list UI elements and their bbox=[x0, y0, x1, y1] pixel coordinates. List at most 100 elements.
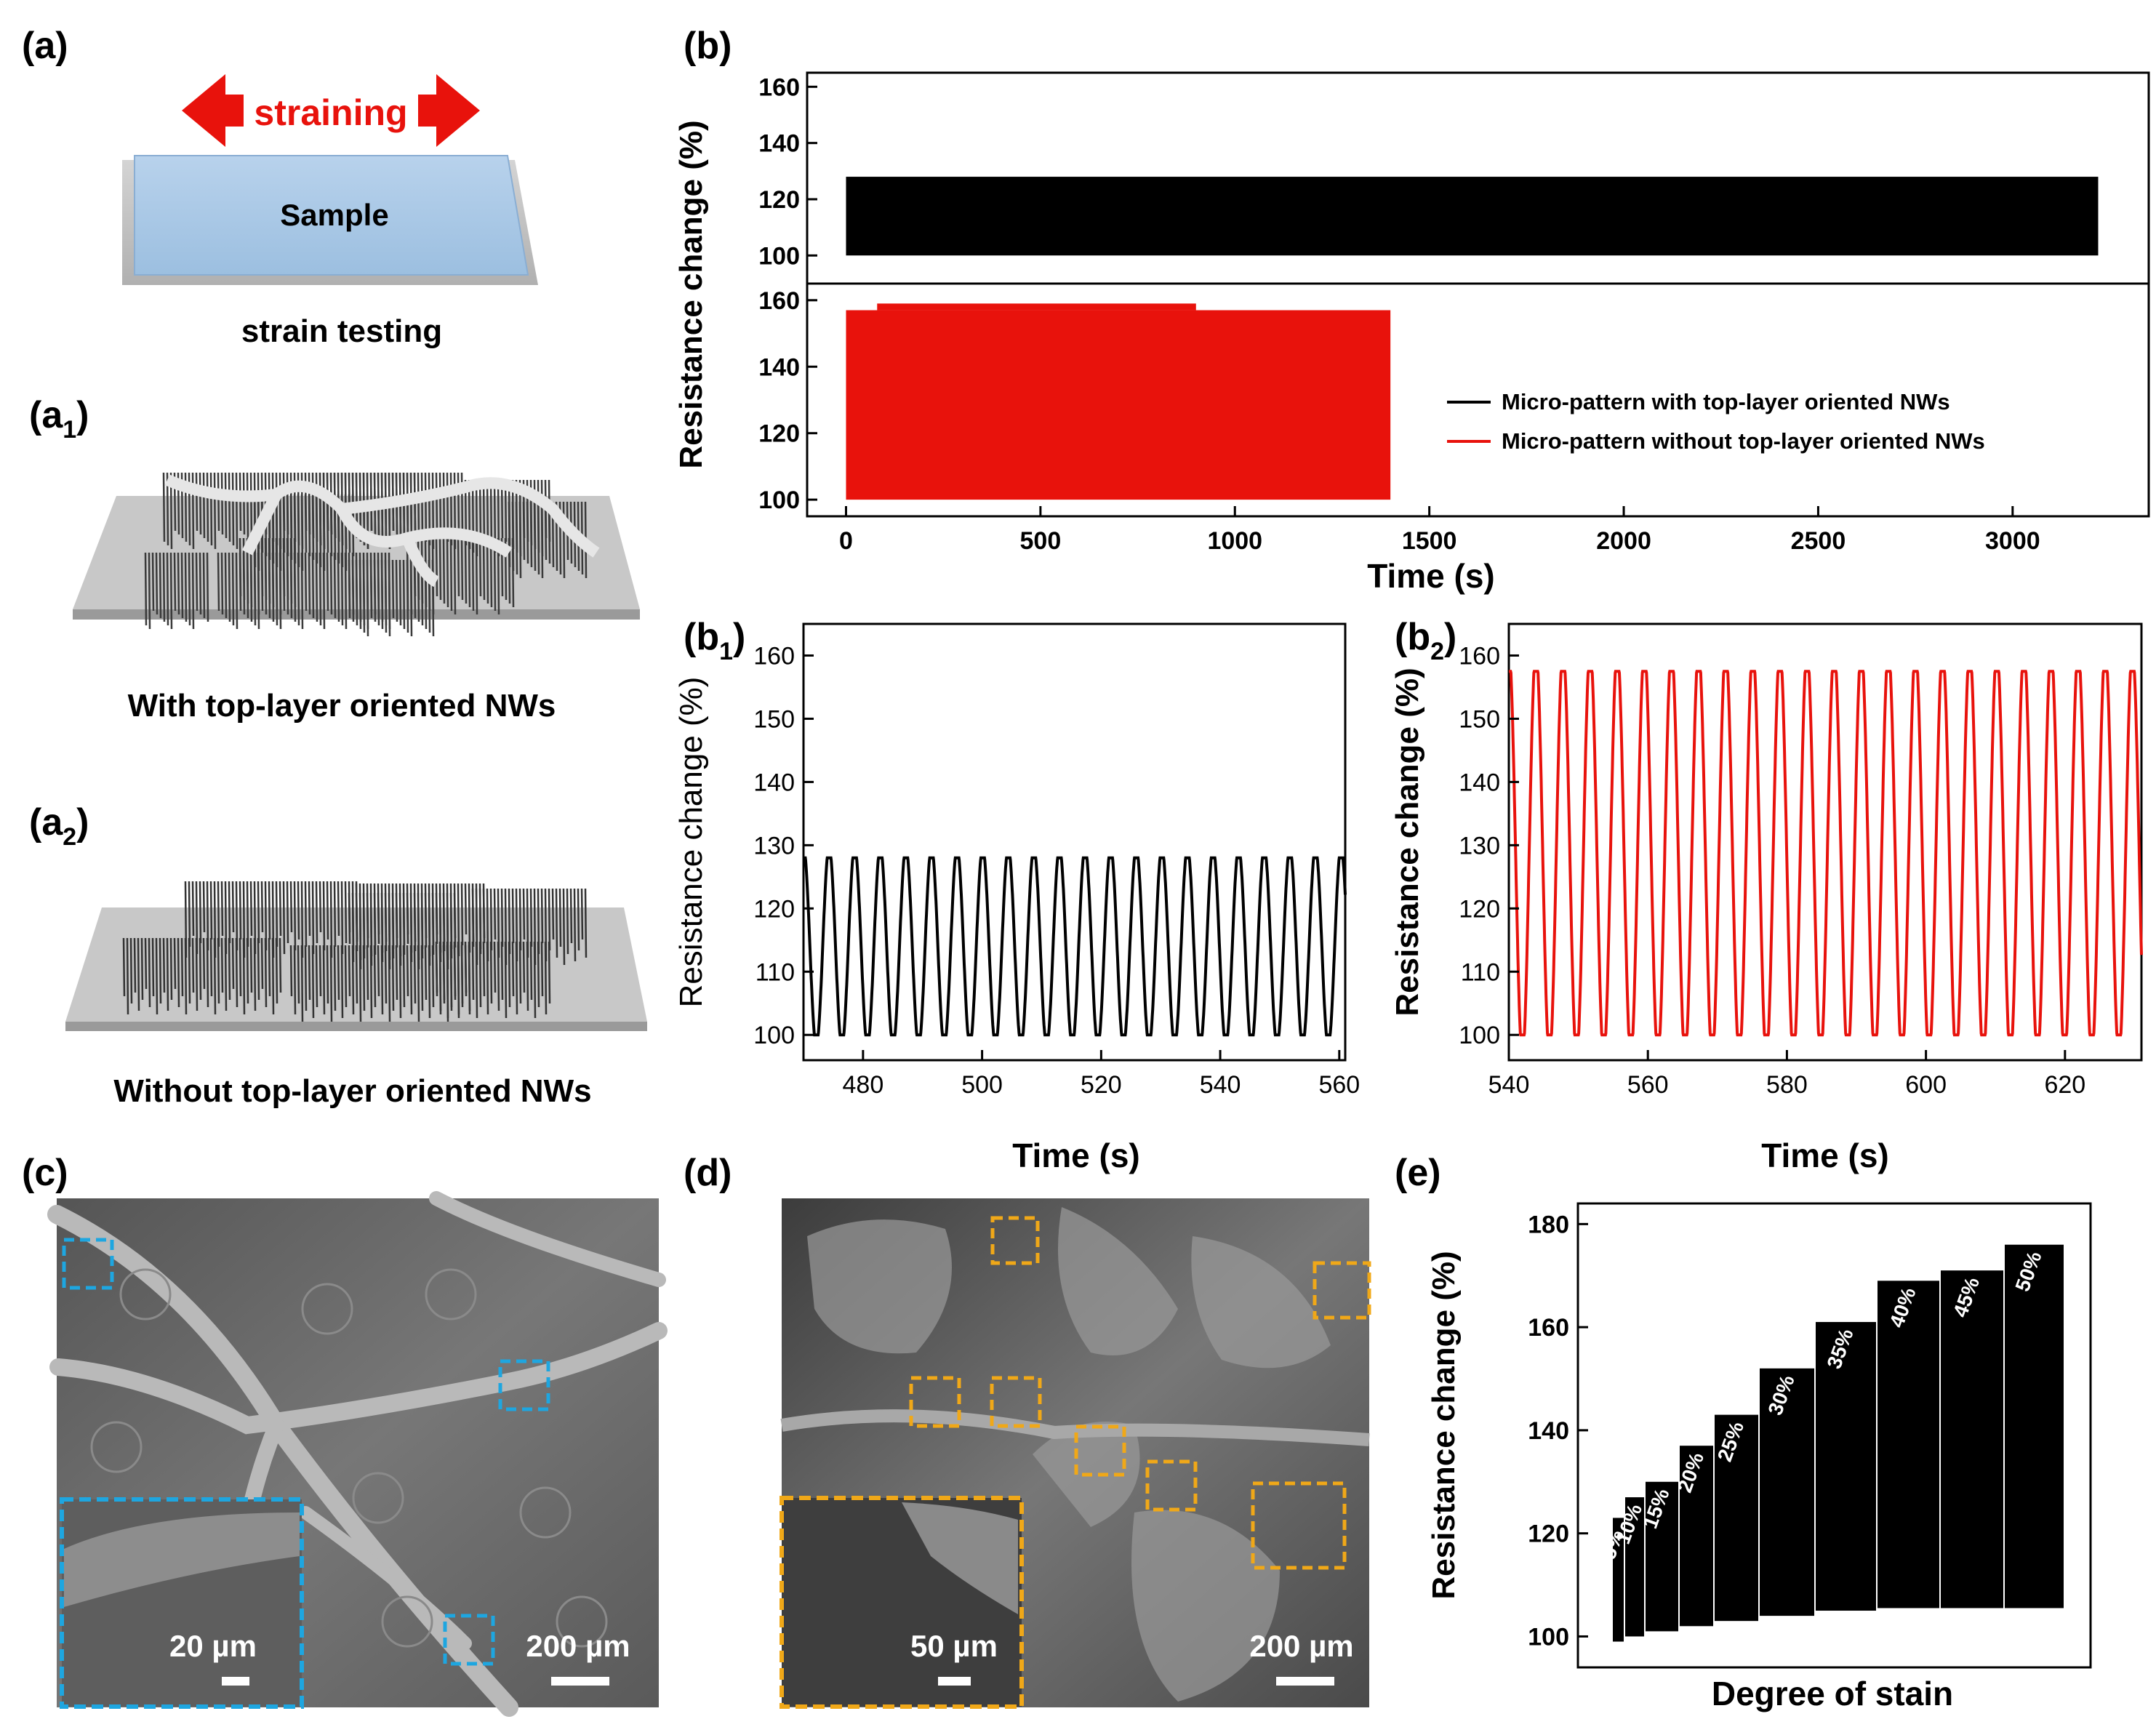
panel-b2-frame bbox=[1507, 622, 2143, 1062]
panel-b1-ylabel: Resistance change (%) bbox=[673, 677, 709, 1008]
panel-c: (c) 20 µm 200 µm bbox=[22, 1152, 668, 1717]
b-top-ytick-label: 120 bbox=[758, 186, 800, 214]
d-scale-text: 200 µm bbox=[1249, 1629, 1353, 1663]
sem-d-lobe bbox=[807, 1219, 952, 1354]
b2-xtick-label: 600 bbox=[1905, 1071, 1947, 1099]
b2-xtick-label: 560 bbox=[1627, 1071, 1669, 1099]
panel-b2: (b2) 100 110 120 130 140 150 160 540 560 580 600 62… bbox=[1390, 616, 2143, 1174]
sem-c-vein bbox=[299, 1506, 472, 1650]
e-bar bbox=[1941, 1270, 2003, 1608]
sem-d-texture bbox=[780, 1207, 1370, 1702]
panel-b1-label: (b1) bbox=[684, 616, 745, 665]
b-top-ytick-label: 140 bbox=[758, 130, 800, 158]
e-bar bbox=[1715, 1414, 1758, 1622]
b-xtick-label: 1500 bbox=[1402, 527, 1457, 555]
panel-b-ylabel: Resistance change (%) bbox=[673, 120, 709, 468]
sem-d-vein bbox=[780, 1409, 1370, 1446]
b2-ytick-label: 110 bbox=[1461, 958, 1500, 986]
series-black-band bbox=[846, 177, 2099, 256]
sem-c-pit bbox=[301, 1283, 353, 1335]
sem-c-texture bbox=[47, 1191, 668, 1717]
straining-arrow-icon bbox=[182, 74, 480, 147]
b1-ytick-label: 100 bbox=[753, 1022, 795, 1049]
b-xtick-label: 3000 bbox=[1985, 527, 2040, 555]
b1-ytick-label: 120 bbox=[753, 895, 795, 923]
e-ytick-label: 120 bbox=[1528, 1520, 1569, 1548]
sample-label: Sample bbox=[280, 198, 388, 232]
panel-a-label: (a) bbox=[22, 25, 68, 67]
b-top-ytick-label: 160 bbox=[758, 73, 800, 101]
orange-box-1 bbox=[990, 1216, 1040, 1265]
panel-b1-frame bbox=[802, 622, 1347, 1062]
b2-series-line bbox=[1509, 670, 2143, 1037]
b-bottom-ytick-label: 120 bbox=[758, 420, 800, 448]
micro-pattern-with-top-layer bbox=[73, 472, 640, 637]
panel-d-label: (d) bbox=[684, 1152, 732, 1194]
sample-block bbox=[134, 155, 529, 276]
b2-ytick-label: 160 bbox=[1459, 642, 1500, 670]
sem-d-lobe bbox=[1058, 1207, 1178, 1355]
b1-xtick-label: 520 bbox=[1081, 1071, 1122, 1099]
e-bar bbox=[1625, 1497, 1644, 1637]
cyan-box-1 bbox=[62, 1238, 114, 1290]
orange-box-7 bbox=[1251, 1481, 1347, 1570]
sem-c-pit bbox=[119, 1268, 172, 1321]
b-xtick-label: 2500 bbox=[1791, 527, 1846, 555]
sem-c-pit bbox=[425, 1268, 477, 1321]
straining-label: straining bbox=[254, 92, 407, 133]
b2-xtick-label: 540 bbox=[1488, 1071, 1530, 1099]
b2-ytick-label: 120 bbox=[1459, 895, 1500, 923]
panel-b-label: (b) bbox=[684, 25, 732, 67]
b1-xtick-label: 480 bbox=[843, 1071, 884, 1099]
b2-ytick-label: 130 bbox=[1459, 832, 1500, 860]
panel-a: (a) straining Sample strain testing (a1)… bbox=[22, 25, 647, 1109]
series-red-peak bbox=[877, 303, 1196, 310]
e-bar bbox=[2005, 1244, 2064, 1608]
b1-xtick-label: 500 bbox=[961, 1071, 1003, 1099]
sem-c-vein bbox=[429, 1191, 666, 1287]
sem-c-vein bbox=[49, 1322, 668, 1435]
orange-box-2 bbox=[1313, 1261, 1371, 1320]
b-bottom-ytick-label: 160 bbox=[758, 287, 800, 315]
b1-ytick-label: 110 bbox=[756, 958, 795, 986]
e-bar bbox=[1816, 1322, 1876, 1611]
sem-d-lobe bbox=[1191, 1236, 1331, 1369]
b2-xtick-label: 580 bbox=[1766, 1071, 1808, 1099]
strain-testing-caption: strain testing bbox=[241, 313, 442, 349]
orange-box-6 bbox=[1145, 1459, 1198, 1512]
sem-c-pit bbox=[556, 1595, 608, 1648]
panel-b-xlabel: Time (s) bbox=[1367, 557, 1495, 595]
series-red-band bbox=[846, 310, 1391, 500]
panel-e: (e) 5%10%15%20%25%30%35%40% 45%50%1001201… bbox=[1395, 1152, 2092, 1712]
b-xtick-label: 500 bbox=[1020, 527, 1062, 555]
panel-b2-xlabel: Time (s) bbox=[1761, 1137, 1889, 1174]
b1-ytick-label: 160 bbox=[753, 642, 795, 670]
e-bar bbox=[1613, 1518, 1624, 1642]
micro-pattern-without-top-layer bbox=[65, 881, 647, 1031]
panel-b2-label: (b2) bbox=[1395, 616, 1456, 665]
a2-caption: Without top-layer oriented NWs bbox=[113, 1073, 591, 1109]
panel-b1: (b1) 100 110 120 130 140 150 160 480 500 520 540 56… bbox=[673, 616, 1360, 1174]
panel-b-frame bbox=[806, 71, 2150, 518]
sem-c-pit bbox=[381, 1595, 433, 1648]
e-ytick-label: 160 bbox=[1528, 1314, 1569, 1342]
b2-ytick-label: 150 bbox=[1459, 705, 1500, 733]
panel-d: (d) 50 µm 200 µm bbox=[684, 1152, 1371, 1709]
inset-c-scale-text: 20 µm bbox=[169, 1629, 257, 1663]
sem-c-pit bbox=[352, 1472, 404, 1524]
inset-d-scale-text: 50 µm bbox=[910, 1629, 998, 1663]
panel-e-frame bbox=[1576, 1202, 2092, 1669]
c-scale-text: 200 µm bbox=[526, 1629, 630, 1663]
b2-ytick-label: 140 bbox=[1459, 769, 1500, 796]
panel-e-xlabel: Degree of stain bbox=[1712, 1675, 1953, 1712]
legend-black-text: Micro-pattern with top-layer oriented NW… bbox=[1502, 389, 1950, 414]
panel-b2-ylabel: Resistance change (%) bbox=[1390, 668, 1425, 1016]
e-bar bbox=[1760, 1368, 1814, 1616]
legend-red-text: Micro-pattern without top-layer oriented… bbox=[1502, 428, 1985, 454]
b1-ytick-label: 140 bbox=[753, 769, 795, 796]
orange-box-5 bbox=[1074, 1425, 1126, 1477]
sem-d-lobe bbox=[1131, 1510, 1280, 1702]
a1-caption: With top-layer oriented NWs bbox=[128, 688, 556, 724]
b-top-ytick-label: 100 bbox=[758, 242, 800, 270]
